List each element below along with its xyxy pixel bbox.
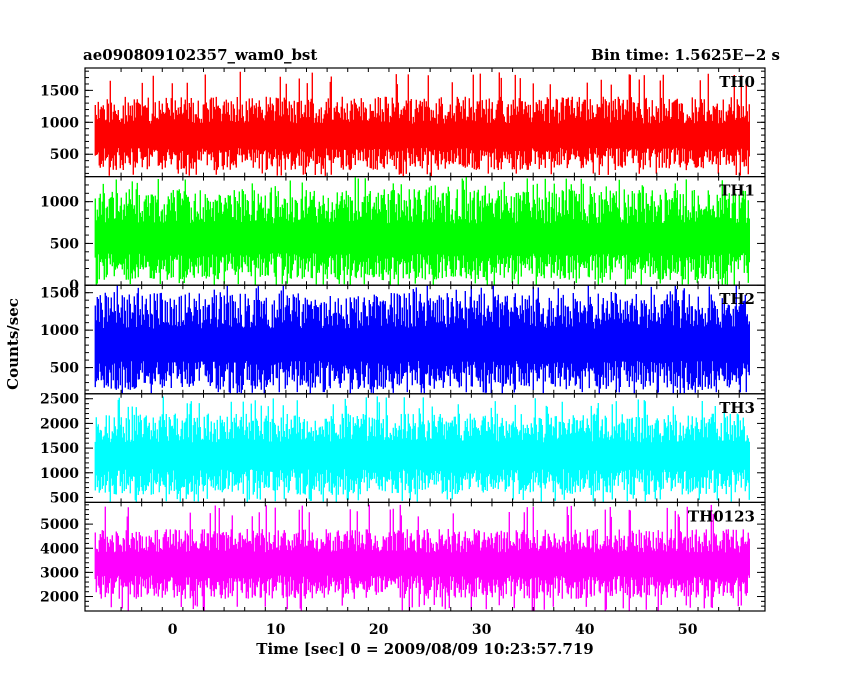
- y-tick-label: 3000: [40, 565, 79, 581]
- bin-time-label: Bin time: 1.5625E−2 s: [591, 46, 780, 64]
- x-tick-label: 10: [266, 622, 286, 638]
- y-tick-label: 1000: [40, 115, 79, 131]
- y-tick-label: 1000: [40, 195, 79, 211]
- series-th0: [94, 71, 750, 177]
- panel-label: TH1: [719, 182, 755, 200]
- y-tick-label: 5000: [40, 517, 79, 533]
- y-axis-label: Counts/sec: [4, 298, 22, 390]
- y-tick-label: 2000: [40, 590, 79, 606]
- panel-label: TH3: [719, 399, 755, 417]
- y-tick-label: 1000: [40, 323, 79, 339]
- x-axis: 0 10 20 30 40 50: [168, 622, 698, 638]
- y-tick-label: 1500: [40, 441, 79, 457]
- panel-th2: 500 1000 1500 TH2: [40, 284, 766, 395]
- y-tick-label: 1000: [40, 466, 79, 482]
- x-tick-label: 40: [575, 622, 595, 638]
- x-tick-label: 50: [678, 622, 698, 638]
- series-th2: [94, 285, 750, 394]
- y-tick-label: 1500: [40, 83, 79, 99]
- x-tick-label: 20: [369, 622, 389, 638]
- panel-frame: [84, 501, 766, 612]
- y-tick-label: 4000: [40, 541, 79, 557]
- panel-th1: 0 500 1000 TH1: [40, 176, 766, 294]
- x-tick-label: 0: [168, 622, 178, 638]
- y-tick-label: 500: [50, 361, 79, 377]
- chart-title: ae090809102357_wam0_bst: [83, 46, 317, 64]
- x-tick-label: 30: [472, 622, 492, 638]
- series-th3: [94, 396, 750, 503]
- y-tick-label: 1500: [40, 286, 79, 302]
- panel-th0: 500 1000 1500 TH0: [40, 67, 766, 178]
- series-th0123: [94, 504, 750, 611]
- panel-label: TH0: [719, 73, 755, 91]
- y-tick-label: 0: [69, 278, 79, 294]
- y-tick-label: 500: [50, 147, 79, 163]
- series-th1: [94, 176, 750, 286]
- y-tick-label: 2000: [40, 416, 79, 432]
- x-axis-label: Time [sec] 0 = 2009/08/09 10:23:57.719: [256, 640, 593, 658]
- panel-label: TH2: [719, 290, 755, 308]
- y-tick-label: 500: [50, 490, 79, 506]
- panel-th0123: 2000 3000 4000 5000 TH0123: [40, 501, 766, 612]
- y-tick-label: 500: [50, 236, 79, 252]
- panel-th3: 500 1000 1500 2000 2500 TH3: [40, 392, 766, 506]
- y-tick-label: 2500: [40, 392, 79, 408]
- panel-label: TH0123: [688, 507, 755, 525]
